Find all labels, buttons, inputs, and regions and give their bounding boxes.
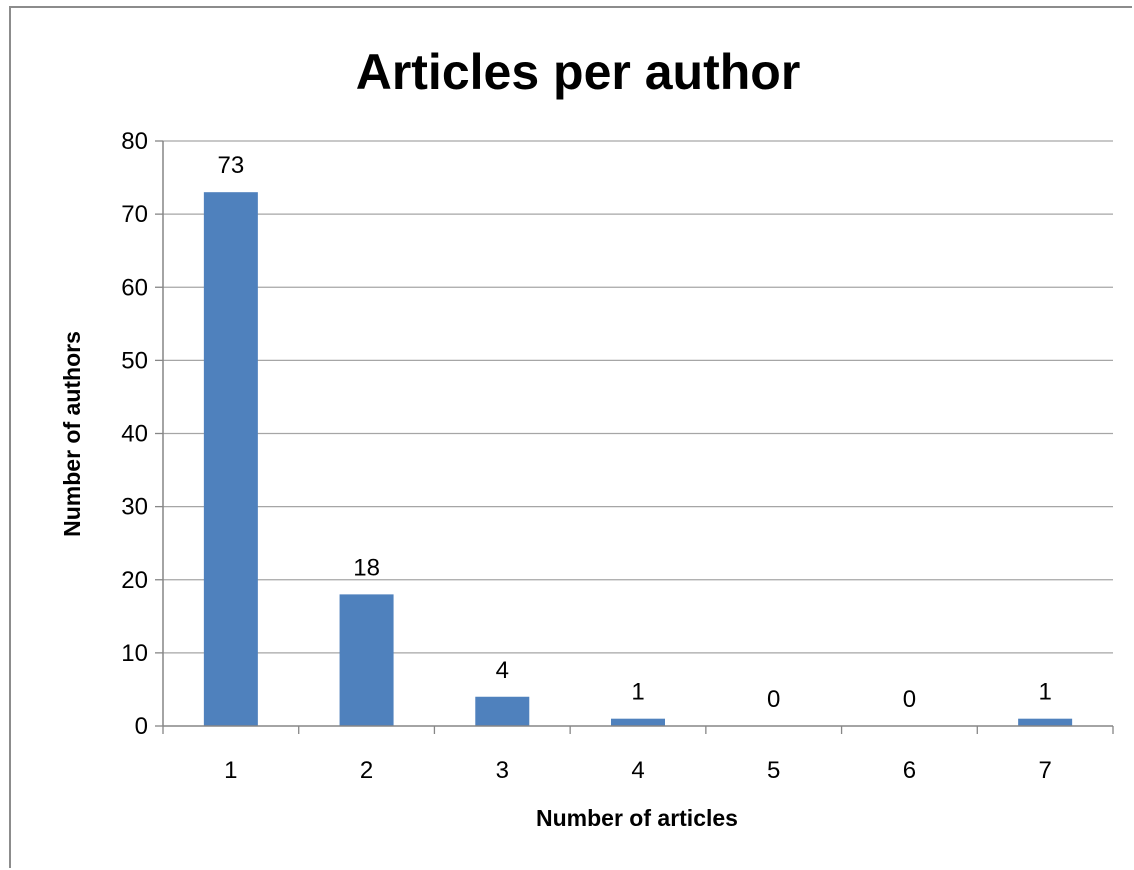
data-label: 0 — [767, 686, 780, 713]
bar — [339, 594, 394, 726]
y-tick-label: 80 — [121, 128, 148, 155]
bar — [611, 718, 665, 726]
data-labels: 73 18 4 1 0 0 1 — [218, 152, 1052, 713]
data-label: 1 — [1038, 679, 1051, 706]
y-tick-label: 30 — [121, 494, 148, 521]
x-tick-label: 6 — [903, 757, 916, 784]
bars — [203, 192, 1073, 726]
data-label: 18 — [353, 554, 380, 581]
y-tick-label: 40 — [121, 421, 148, 448]
y-tick-label: 10 — [121, 640, 148, 667]
data-label: 73 — [218, 152, 245, 179]
chart-title: Articles per author — [356, 44, 801, 100]
y-tick-label: 20 — [121, 567, 148, 594]
x-tick-label: 2 — [360, 757, 373, 784]
y-tick-label: 0 — [135, 713, 148, 740]
x-tick-label: 4 — [631, 757, 644, 784]
y-tick-label: 70 — [121, 201, 148, 228]
x-tick-label: 7 — [1038, 757, 1051, 784]
y-axis-ticks: 0 10 20 30 40 50 60 70 80 — [121, 128, 163, 740]
x-axis: 1 2 3 4 5 6 7 — [162, 141, 1114, 784]
x-tick-label: 1 — [224, 757, 237, 784]
bar — [475, 696, 530, 726]
bar — [1018, 718, 1073, 726]
data-label: 0 — [903, 686, 916, 713]
y-tick-label: 50 — [121, 347, 148, 374]
y-axis-title: Number of authors — [59, 331, 85, 537]
y-tick-label: 60 — [121, 274, 148, 301]
data-label: 1 — [631, 679, 644, 706]
gridlines — [163, 140, 1113, 654]
bar — [203, 192, 258, 726]
x-tick-label: 3 — [496, 757, 509, 784]
data-label: 4 — [496, 657, 509, 684]
chart-frame — [9, 6, 1132, 868]
x-tick-label: 5 — [767, 757, 780, 784]
x-axis-title: Number of articles — [536, 805, 738, 831]
